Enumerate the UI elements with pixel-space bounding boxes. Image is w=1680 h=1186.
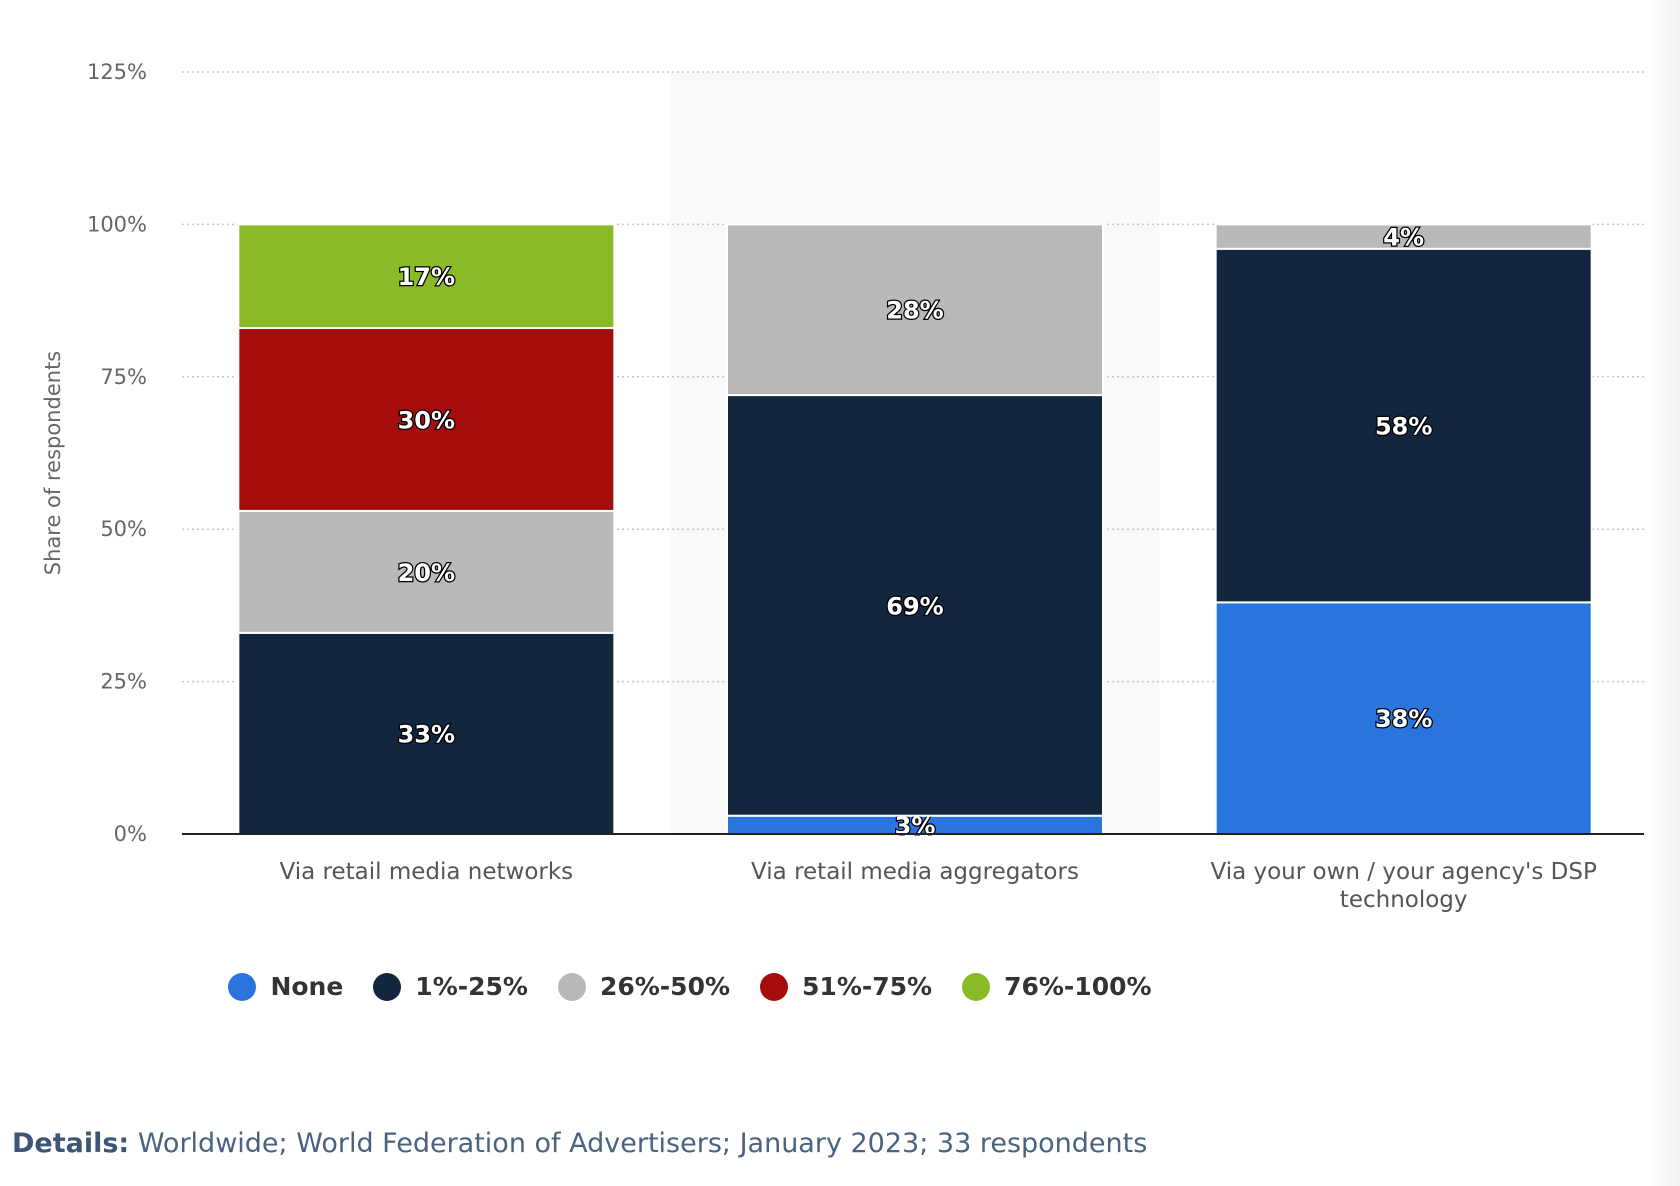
details-label: Details:	[12, 1128, 129, 1159]
y-tick-label: 125%	[87, 60, 147, 84]
x-category-label: Via your own / your agency's DSP	[1210, 859, 1597, 885]
legend-item[interactable]: 51%-75%	[760, 972, 932, 1001]
x-category-label: Via retail media networks	[279, 859, 573, 885]
legend-item[interactable]: None	[228, 972, 343, 1001]
legend-label: 1%-25%	[415, 972, 528, 1001]
y-tick-label: 50%	[100, 517, 147, 541]
data-label: 30%	[398, 406, 455, 434]
data-label: 33%	[398, 720, 455, 748]
legend-label: 76%-100%	[1004, 972, 1151, 1001]
legend-dot-icon	[962, 973, 990, 1001]
legend-item[interactable]: 76%-100%	[962, 972, 1151, 1001]
x-category-label: Via retail media aggregators	[751, 859, 1079, 885]
y-tick-label: 100%	[87, 212, 147, 236]
legend-dot-icon	[760, 973, 788, 1001]
y-tick-label: 75%	[100, 365, 147, 389]
data-label: 58%	[1375, 413, 1432, 441]
details-note: Details: Worldwide; World Federation of …	[12, 1128, 1147, 1159]
legend: None 1%-25% 26%-50% 51%-75% 76%-100%	[0, 972, 1530, 1001]
data-label: 28%	[886, 297, 943, 325]
data-label: 20%	[398, 559, 455, 587]
legend-label: 26%-50%	[600, 972, 730, 1001]
legend-label: None	[270, 972, 343, 1001]
legend-item[interactable]: 1%-25%	[373, 972, 528, 1001]
legend-dot-icon	[228, 973, 256, 1001]
details-text: Worldwide; World Federation of Advertise…	[129, 1128, 1147, 1159]
y-axis-title: Share of respondents	[41, 351, 65, 575]
legend-dot-icon	[373, 973, 401, 1001]
stacked-bar-chart: 0% 25% 50% 75% 100% 125% Share of respondents 3…	[0, 0, 1680, 960]
legend-label: 51%-75%	[802, 972, 932, 1001]
legend-dot-icon	[558, 973, 586, 1001]
data-label: 4%	[1383, 224, 1424, 252]
right-edge-shadow	[1644, 0, 1680, 1186]
x-category-label: technology	[1340, 887, 1468, 913]
y-tick-label: 25%	[100, 670, 147, 694]
data-label: 38%	[1375, 705, 1432, 733]
legend-item[interactable]: 26%-50%	[558, 972, 730, 1001]
data-label: 17%	[398, 263, 455, 291]
data-label: 69%	[886, 592, 943, 620]
y-tick-label: 0%	[114, 822, 147, 846]
